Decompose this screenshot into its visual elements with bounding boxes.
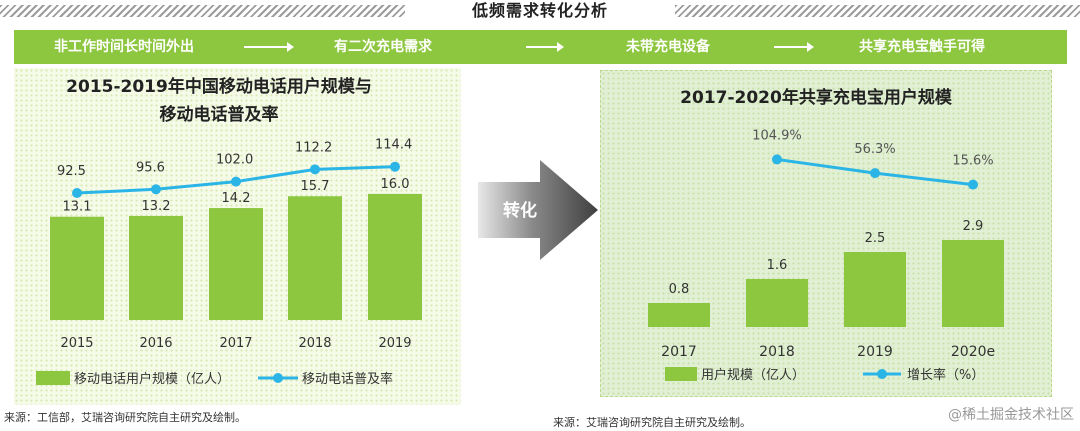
right-bar-value-label: 2.5 — [865, 231, 886, 246]
banner-title-bar: 低频需求转化分析 — [0, 0, 1080, 22]
left-line-point — [151, 184, 161, 195]
left-x-tick-label: 2016 — [139, 336, 172, 351]
left-line-value-label: 95.6 — [136, 160, 165, 175]
left-bar — [209, 208, 263, 320]
left-chart: 13.1 2015 13.2 2016 14.2 2017 15.7 2018 16.0 2019… — [36, 138, 422, 387]
right-chart-title: 2017-2020年共享充电宝用户规模 — [680, 88, 952, 108]
right-x-tick-label: 2019 — [857, 344, 893, 360]
right-bar-value-label: 1.6 — [767, 258, 788, 273]
left-bar — [50, 216, 104, 320]
right-legend-line-marker — [877, 369, 887, 379]
right-bar-value-label: 0.8 — [669, 282, 690, 297]
left-bar-value-label: 14.2 — [222, 191, 251, 206]
left-bar-value-label: 13.1 — [63, 200, 92, 215]
flow-arrow-1-icon — [244, 42, 294, 52]
left-legend-line-marker — [273, 373, 283, 383]
right-legend-bar-label: 用户规模（亿人） — [701, 367, 805, 383]
hatch-right-decoration — [675, 5, 1080, 17]
hatch-left-decoration — [0, 5, 405, 17]
right-line-point — [870, 168, 880, 179]
left-x-tick-label: 2017 — [219, 336, 252, 351]
flow-step-1: 非工作时间长时间外出 — [54, 39, 194, 55]
right-x-tick-label: 2020e — [951, 344, 995, 360]
conversion-label: 转化 — [503, 201, 537, 221]
right-bar-value-label: 2.9 — [963, 219, 984, 234]
left-source-note: 来源：工信部，艾瑞咨询研究院自主研究及绘制。 — [4, 411, 246, 424]
left-bar — [368, 193, 422, 320]
right-source-note: 来源：艾瑞咨询研究院自主研究及绘制。 — [553, 416, 751, 429]
flow-arrow-3-icon — [774, 42, 814, 52]
right-chart: 0.8 2017 1.6 2018 2.5 2019 2.9 2020e 104.9% 56.3%… — [648, 128, 1004, 383]
right-x-tick-label: 2017 — [661, 344, 697, 360]
right-chart-panel: 2017-2020年共享充电宝用户规模 0.8 2017 1.6 2018 2.5 201… — [600, 70, 1052, 397]
right-legend-bar-swatch — [665, 367, 697, 381]
right-line-value-label: 104.9% — [752, 128, 802, 143]
right-line-value-label: 56.3% — [854, 142, 895, 157]
left-bar — [129, 215, 183, 320]
right-line-value-label: 15.6% — [952, 154, 993, 169]
left-line-point — [390, 161, 400, 172]
right-bar — [746, 279, 808, 327]
left-line-point — [310, 164, 320, 175]
left-line-point — [231, 176, 241, 187]
left-chart-title-line1: 2015-2019年中国移动电话用户规模与 — [66, 77, 372, 97]
right-line-point — [968, 179, 978, 190]
right-bar — [844, 252, 906, 327]
left-bar — [288, 196, 342, 320]
conversion-arrow-icon — [478, 160, 598, 260]
right-bar — [648, 303, 710, 327]
flow-arrow-2-icon — [526, 42, 564, 52]
left-x-tick-label: 2018 — [298, 336, 331, 351]
flow-step-4: 共享充电宝触手可得 — [859, 39, 985, 55]
right-line-point — [772, 154, 782, 165]
left-line-value-label: 102.0 — [216, 153, 253, 168]
left-x-tick-label: 2019 — [378, 336, 411, 351]
left-legend-line-label: 移动电话普及率 — [302, 371, 393, 387]
flow-bar: 非工作时间长时间外出 有二次充电需求 未带充电设备 共享充电宝触手可得 — [14, 30, 1067, 64]
left-chart-panel: 2015-2019年中国移动电话用户规模与 移动电话普及率 13.1 2015 13… — [14, 68, 461, 405]
flow-step-3: 未带充电设备 — [626, 39, 710, 55]
right-legend-line-label: 增长率（%） — [907, 367, 984, 383]
flow-step-2: 有二次充电需求 — [334, 39, 432, 55]
left-line-point — [72, 188, 82, 198]
left-line-value-label: 112.2 — [295, 140, 332, 155]
watermark: @稀土掘金技术社区 — [948, 407, 1074, 423]
left-legend-bar-label: 移动电话用户规模（亿人） — [74, 371, 230, 387]
right-bar — [942, 240, 1004, 327]
right-x-tick-label: 2018 — [759, 344, 795, 360]
left-bar-value-label: 13.2 — [142, 199, 171, 214]
left-line-value-label: 114.4 — [375, 138, 412, 153]
banner-title: 低频需求转化分析 — [471, 1, 608, 20]
left-bar-value-label: 16.0 — [381, 177, 410, 192]
left-chart-title-line2: 移动电话普及率 — [159, 105, 279, 125]
left-legend-bar-swatch — [36, 371, 70, 385]
left-line-value-label: 92.5 — [57, 164, 86, 179]
left-x-tick-label: 2015 — [60, 336, 93, 351]
left-bar-value-label: 15.7 — [301, 179, 330, 194]
